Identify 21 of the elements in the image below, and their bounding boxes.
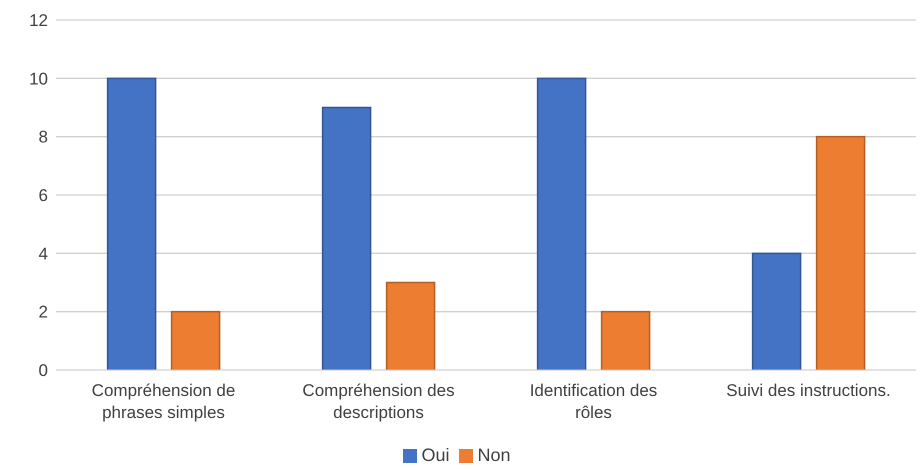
y-tick-label: 4 (38, 244, 48, 264)
bar (322, 106, 372, 370)
x-tick-label: Compréhension des descriptions (302, 381, 455, 422)
bar (600, 310, 650, 370)
x-tick-label: Suivi des instructions. (726, 381, 891, 400)
x-tick-label: Compréhension de phrases simples (92, 381, 236, 422)
y-tick-label: 6 (38, 186, 48, 206)
bar (816, 136, 866, 370)
bar (752, 252, 802, 370)
y-tick-label: 2 (38, 302, 48, 322)
bar (536, 78, 586, 370)
y-tick-label: 10 (29, 69, 48, 88)
bar (386, 282, 436, 370)
bar (170, 310, 220, 370)
x-tick-label: Identification des rôles (530, 381, 658, 422)
legend-label: Non (477, 445, 511, 465)
legend-label: Oui (421, 445, 450, 465)
y-tick-label: 0 (38, 361, 48, 380)
y-tick-label: 8 (38, 128, 48, 147)
bar (106, 78, 156, 370)
y-tick-label: 12 (29, 11, 48, 30)
